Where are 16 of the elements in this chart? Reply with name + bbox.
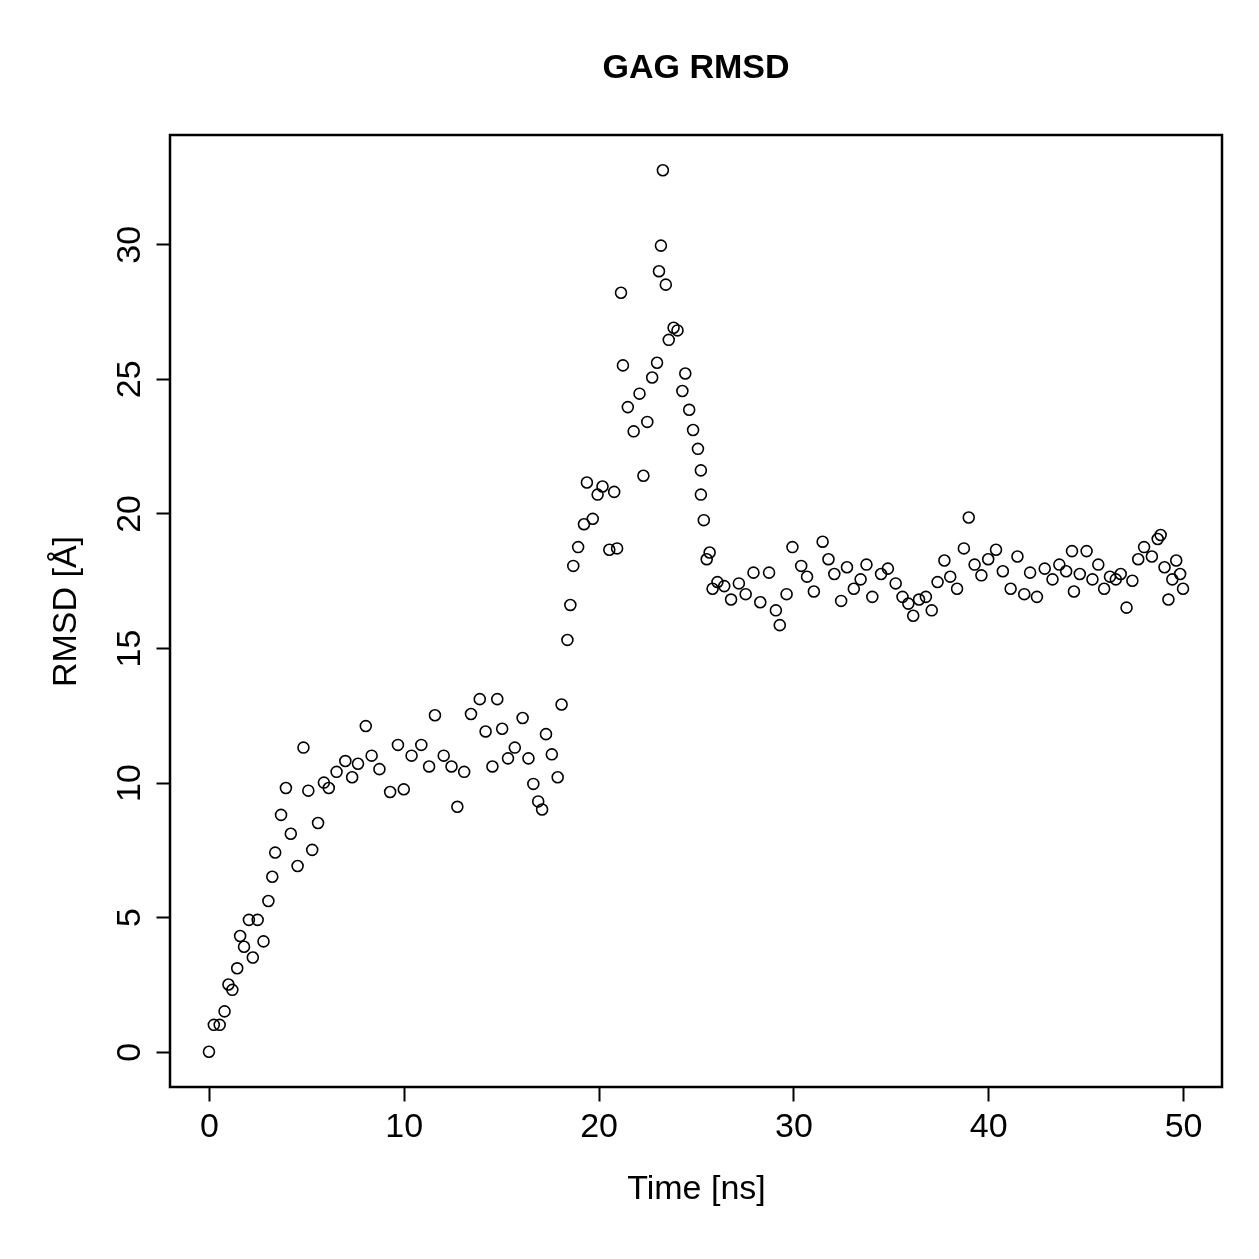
- x-tick-label: 0: [200, 1105, 219, 1144]
- y-tick-label: 30: [108, 225, 147, 264]
- x-axis-title: Time [ns]: [627, 1167, 766, 1206]
- y-tick-label: 5: [108, 908, 147, 928]
- x-tick-label: 10: [385, 1105, 424, 1144]
- y-tick-label: 0: [108, 1042, 147, 1062]
- x-tick-label: 40: [969, 1105, 1008, 1144]
- x-tick-label: 20: [580, 1105, 619, 1144]
- y-tick-label: 10: [108, 764, 147, 802]
- y-tick-label: 15: [108, 629, 147, 668]
- y-axis-title: RMSD [Å]: [44, 535, 83, 688]
- y-tick-label: 25: [108, 360, 147, 399]
- y-tick-label: 20: [108, 495, 147, 533]
- x-tick-label: 30: [774, 1105, 813, 1144]
- chart-title: GAG RMSD: [602, 47, 790, 85]
- x-tick-label: 50: [1164, 1105, 1203, 1144]
